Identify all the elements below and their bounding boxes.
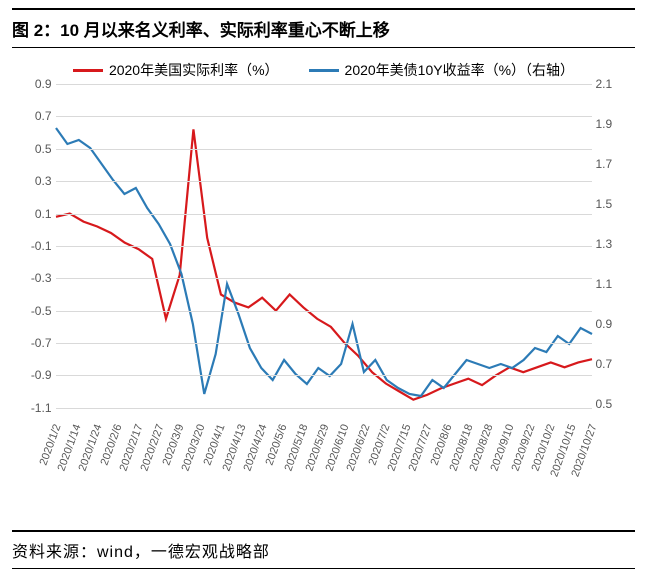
grid-line xyxy=(56,246,592,247)
legend-label-10y-yield: 2020年美债10Y收益率（%）（右轴） xyxy=(345,60,575,80)
y-right-tick: 1.5 xyxy=(596,197,634,211)
y-right-tick: 1.1 xyxy=(596,277,634,291)
source-text: 资料来源：wind，一德宏观战略部 xyxy=(12,538,635,562)
y-right-tick: 0.5 xyxy=(596,397,634,411)
y-left-tick: 0.5 xyxy=(14,142,52,156)
legend-swatch-red xyxy=(73,69,103,72)
y-left-tick: -0.5 xyxy=(14,304,52,318)
grid-line xyxy=(56,214,592,215)
y-right-tick: 0.9 xyxy=(596,317,634,331)
y-left-tick: -0.3 xyxy=(14,271,52,285)
y-left-tick: -1.1 xyxy=(14,401,52,415)
grid-line xyxy=(56,84,592,85)
legend-item-10y-yield: 2020年美债10Y收益率（%）（右轴） xyxy=(309,60,575,80)
chart-title: 图 2：10 月以来名义利率、实际利率重心不断上移 xyxy=(12,16,635,41)
grid-line xyxy=(56,116,592,117)
y-left-tick: -0.1 xyxy=(14,239,52,253)
y-left-tick: -0.7 xyxy=(14,336,52,350)
y-axis-left: -1.1-0.9-0.7-0.5-0.3-0.10.10.30.50.70.9 xyxy=(14,84,52,424)
y-left-tick: 0.9 xyxy=(14,77,52,91)
grid-line xyxy=(56,278,592,279)
grid-line xyxy=(56,408,592,409)
grid-line xyxy=(56,149,592,150)
y-right-tick: 1.9 xyxy=(596,117,634,131)
chart-area: 2020年美国实际利率（%） 2020年美债10Y收益率（%）（右轴） -1.1… xyxy=(14,52,634,462)
plot: -1.1-0.9-0.7-0.5-0.3-0.10.10.30.50.70.9 … xyxy=(14,84,634,424)
grid-line xyxy=(56,181,592,182)
legend-swatch-blue xyxy=(309,69,339,72)
grid-line xyxy=(56,343,592,344)
line-real-rate xyxy=(56,129,592,399)
legend: 2020年美国实际利率（%） 2020年美债10Y收益率（%）（右轴） xyxy=(14,52,634,84)
source-bar: 资料来源：wind，一德宏观战略部 xyxy=(12,530,635,569)
line-svg xyxy=(56,84,592,424)
y-right-tick: 1.7 xyxy=(596,157,634,171)
y-left-tick: 0.7 xyxy=(14,109,52,123)
y-left-tick: -0.9 xyxy=(14,368,52,382)
plot-area xyxy=(56,84,592,424)
legend-item-real-rate: 2020年美国实际利率（%） xyxy=(73,60,279,80)
y-right-tick: 0.7 xyxy=(596,357,634,371)
y-axis-right: 0.50.70.91.11.31.51.71.92.1 xyxy=(596,84,634,424)
y-left-tick: 0.3 xyxy=(14,174,52,188)
title-bar: 图 2：10 月以来名义利率、实际利率重心不断上移 xyxy=(12,8,635,48)
grid-line xyxy=(56,311,592,312)
y-right-tick: 1.3 xyxy=(596,237,634,251)
x-axis: 2020/1/22020/1/142020/1/242020/2/62020/2… xyxy=(56,424,592,514)
y-right-tick: 2.1 xyxy=(596,77,634,91)
y-left-tick: 0.1 xyxy=(14,207,52,221)
chart-figure: 图 2：10 月以来名义利率、实际利率重心不断上移 2020年美国实际利率（%）… xyxy=(0,0,647,577)
grid-line xyxy=(56,375,592,376)
legend-label-real-rate: 2020年美国实际利率（%） xyxy=(109,60,279,80)
line-10y-yield xyxy=(56,128,592,396)
